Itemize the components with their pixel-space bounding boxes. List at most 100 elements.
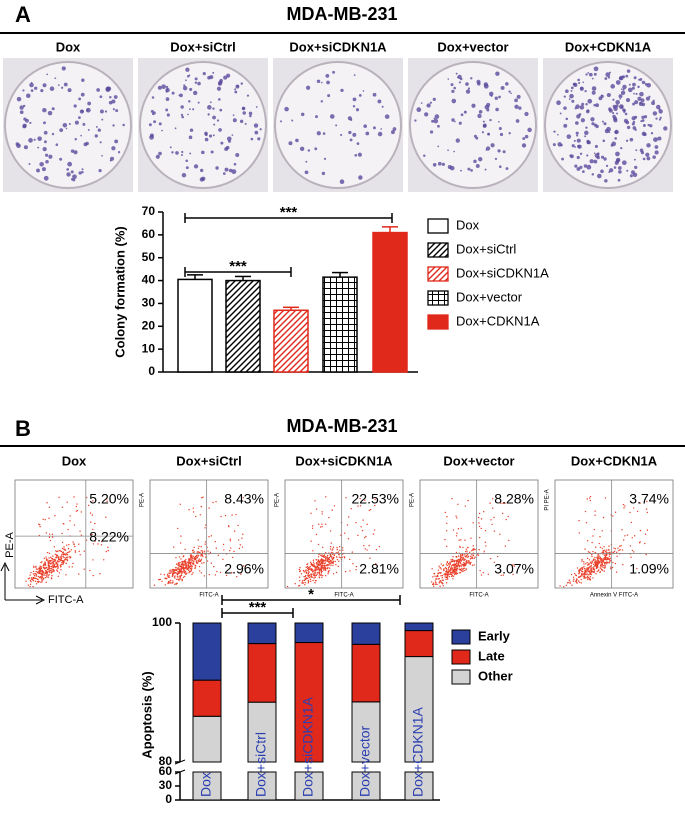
x-tick-label: Dox+vector — [357, 725, 373, 797]
x-tick-label: Dox+siCDKN1A — [300, 696, 316, 797]
bar — [322, 276, 358, 373]
bar-segment — [192, 679, 222, 717]
legend-label: Other — [478, 668, 513, 683]
y-tick-label: 0 — [165, 792, 172, 806]
bar-segment — [404, 656, 434, 801]
quadrant-percent: 2.96% — [224, 561, 264, 577]
x-axis-label: FITC-A — [334, 593, 353, 599]
x-tick-label: Dox+CDKN1A — [410, 706, 426, 797]
y-axis-label: Colony formation (%) — [112, 226, 127, 357]
bar-segment — [294, 622, 324, 644]
flow-plot — [554, 479, 674, 589]
y-tick-label: 20 — [142, 318, 156, 332]
quadrant-percent: 2.81% — [359, 561, 399, 577]
legend-swatch — [427, 242, 449, 258]
x-tick-label: Dox — [198, 772, 214, 797]
bar-segment — [351, 622, 381, 645]
bar-segment — [351, 701, 381, 801]
x-axis-label: FITC-A — [469, 593, 488, 599]
bar-segment — [404, 622, 434, 632]
panel-label: B — [15, 416, 31, 441]
legend-label: Dox+vector — [456, 289, 523, 304]
y-tick-label: 80 — [159, 754, 173, 768]
x-tick-label: Dox+siCtrl — [253, 732, 269, 797]
bar — [273, 309, 309, 373]
x-axis-label: Annexin V FITC-A — [590, 593, 638, 599]
flow-title: Dox+vector — [443, 453, 514, 468]
legend-swatch — [451, 669, 471, 685]
y-tick-label: 30 — [142, 296, 156, 310]
plate-label: Dox+siCDKN1A — [289, 39, 387, 54]
flow-title: Dox+siCDKN1A — [295, 453, 393, 468]
quadrant-percent: 1.09% — [629, 561, 669, 577]
bar-segment — [247, 622, 277, 645]
quadrant-percent: 3.74% — [629, 491, 669, 507]
flow-plot — [284, 479, 404, 589]
significance-label: * — [308, 586, 314, 603]
y-axis-label: Apoptosis (%) — [139, 671, 154, 758]
flow-title: Dox+CDKN1A — [571, 453, 658, 468]
quadrant-percent: 8.22% — [89, 529, 129, 545]
y-tick-label: 70 — [142, 204, 156, 218]
plate-photo — [408, 58, 538, 192]
y-tick-label: 100 — [152, 615, 172, 629]
significance-bracket — [221, 595, 401, 605]
quadrant-percent: 22.53% — [352, 491, 399, 507]
quadrant-percent: 5.20% — [89, 491, 129, 507]
bar — [372, 231, 408, 373]
y-tick-label: 0 — [148, 364, 155, 378]
significance-bracket — [221, 608, 294, 618]
y-tick-label: 60 — [159, 764, 173, 778]
axis-arrows — [0, 561, 46, 605]
plate-label: Dox — [56, 39, 81, 54]
legend-swatch — [427, 218, 449, 234]
flow-plot — [14, 479, 134, 589]
bar — [177, 278, 213, 373]
legend-label: Dox+CDKN1A — [456, 313, 540, 328]
plate-photo — [3, 58, 133, 192]
bar-segment — [247, 643, 277, 703]
bar-segment — [192, 622, 222, 681]
bar — [225, 279, 261, 373]
plate-photo — [273, 58, 403, 192]
legend-label: Early — [478, 628, 511, 643]
plate-photo — [138, 58, 268, 192]
legend-label: Dox+siCtrl — [456, 241, 516, 256]
flow-title: Dox+siCtrl — [176, 453, 241, 468]
panel-label: A — [15, 2, 31, 27]
legend-label: Late — [478, 648, 505, 663]
y-axis-label: PE-A — [410, 493, 416, 507]
legend-label: Dox — [456, 217, 480, 232]
significance-label: *** — [249, 599, 267, 616]
bar-segment — [192, 715, 222, 801]
legend-swatch — [427, 314, 449, 330]
y-tick-label: 10 — [142, 341, 156, 355]
bar-segment — [404, 630, 434, 658]
bar-segment — [351, 643, 381, 703]
x-axis-label: FITC-A — [199, 593, 218, 599]
legend-swatch — [451, 629, 471, 645]
panel-title: MDA-MB-231 — [286, 416, 397, 436]
legend-swatch — [427, 290, 449, 306]
y-tick-label: 40 — [142, 273, 156, 287]
y-axis-label: PE-A — [275, 493, 281, 507]
y-axis-label: PI PE-A — [545, 489, 551, 510]
flow-title: Dox — [62, 453, 87, 468]
flow-plot — [149, 479, 269, 589]
significance-label: *** — [280, 204, 298, 221]
plate-photo — [543, 58, 673, 192]
quadrant-percent: 8.28% — [494, 491, 534, 507]
y-axis-label: PE-A — [4, 532, 16, 558]
panel-title: MDA-MB-231 — [286, 4, 397, 24]
y-axis-label: PE-A — [140, 493, 146, 507]
y-tick-label: 60 — [142, 227, 156, 241]
plate-label: Dox+vector — [437, 39, 508, 54]
plate-label: Dox+CDKN1A — [565, 39, 652, 54]
significance-bracket — [184, 267, 292, 277]
significance-bracket — [184, 213, 393, 223]
flow-plot — [419, 479, 539, 589]
bar-segment — [294, 771, 324, 801]
legend-swatch — [427, 266, 449, 282]
quadrant-percent: 8.43% — [224, 491, 264, 507]
